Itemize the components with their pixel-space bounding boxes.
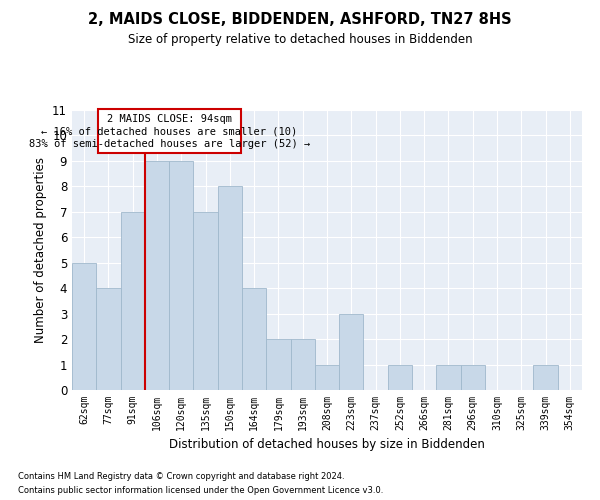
FancyBboxPatch shape [97, 108, 241, 154]
Bar [533, 364, 558, 390]
Y-axis label: Number of detached properties: Number of detached properties [34, 157, 47, 343]
Text: 2 MAIDS CLOSE: 94sqm: 2 MAIDS CLOSE: 94sqm [107, 114, 232, 124]
X-axis label: Distribution of detached houses by size in Biddenden: Distribution of detached houses by size … [169, 438, 485, 452]
Text: Contains public sector information licensed under the Open Government Licence v3: Contains public sector information licen… [18, 486, 383, 495]
Bar [242, 288, 266, 390]
Bar [266, 339, 290, 390]
Bar [388, 364, 412, 390]
Bar [72, 262, 96, 390]
Bar [339, 314, 364, 390]
Text: 83% of semi-detached houses are larger (52) →: 83% of semi-detached houses are larger (… [29, 140, 310, 149]
Bar [461, 364, 485, 390]
Bar [145, 161, 169, 390]
Text: 2, MAIDS CLOSE, BIDDENDEN, ASHFORD, TN27 8HS: 2, MAIDS CLOSE, BIDDENDEN, ASHFORD, TN27… [88, 12, 512, 28]
Bar [121, 212, 145, 390]
Bar [193, 212, 218, 390]
Text: ← 16% of detached houses are smaller (10): ← 16% of detached houses are smaller (10… [41, 126, 297, 136]
Bar [436, 364, 461, 390]
Bar [96, 288, 121, 390]
Bar [290, 339, 315, 390]
Text: Contains HM Land Registry data © Crown copyright and database right 2024.: Contains HM Land Registry data © Crown c… [18, 472, 344, 481]
Bar [218, 186, 242, 390]
Bar [169, 161, 193, 390]
Bar [315, 364, 339, 390]
Text: Size of property relative to detached houses in Biddenden: Size of property relative to detached ho… [128, 32, 472, 46]
